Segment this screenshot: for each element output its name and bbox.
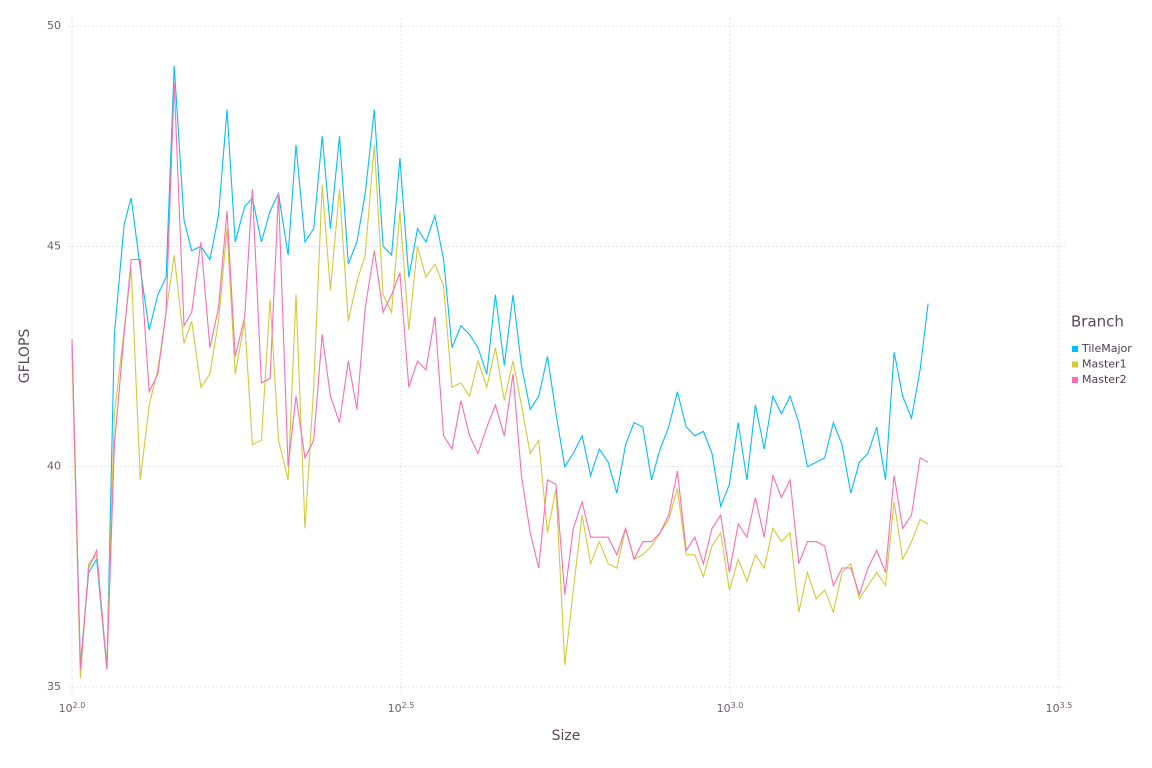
series-line	[71, 83, 929, 670]
legend-title: Branch	[1071, 313, 1124, 331]
legend-swatch	[1072, 361, 1078, 368]
x-tick-label: 103.5	[1046, 701, 1073, 716]
legend-label: TileMajor	[1081, 342, 1132, 355]
y-tick-label: 40	[47, 460, 61, 473]
tick-exponent: 3.0	[731, 701, 744, 710]
tick-base: 10	[717, 702, 731, 715]
legend-label: Master2	[1082, 373, 1127, 386]
tick-base: 10	[388, 702, 402, 715]
tick-base: 10	[59, 702, 73, 715]
x-tick-label: 103.0	[717, 701, 744, 716]
legend-swatch	[1072, 346, 1078, 352]
y-tick-label: 35	[47, 680, 61, 693]
y-tick-label: 50	[47, 19, 61, 32]
y-tick-label: 45	[47, 239, 61, 252]
tick-base: 10	[1046, 702, 1060, 715]
tick-exponent: 2.0	[73, 701, 86, 710]
tick-exponent: 2.5	[402, 701, 415, 710]
tick-exponent: 3.5	[1060, 701, 1073, 710]
y-axis-label: GFLOPS	[17, 329, 33, 384]
x-axis-label: Size	[552, 728, 581, 744]
x-tick-label: 102.0	[59, 701, 86, 716]
series-line	[71, 144, 929, 679]
series-line	[71, 65, 929, 670]
legend-label: Master1	[1082, 358, 1127, 371]
x-tick-label: 102.5	[388, 701, 415, 716]
legend-swatch	[1072, 377, 1078, 383]
